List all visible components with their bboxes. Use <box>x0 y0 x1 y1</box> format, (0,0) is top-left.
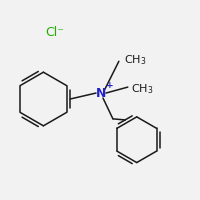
Text: CH$_3$: CH$_3$ <box>124 53 146 67</box>
Text: +: + <box>106 81 114 90</box>
Text: N: N <box>96 87 106 100</box>
Text: CH$_3$: CH$_3$ <box>131 82 154 96</box>
Text: Cl⁻: Cl⁻ <box>45 26 64 39</box>
